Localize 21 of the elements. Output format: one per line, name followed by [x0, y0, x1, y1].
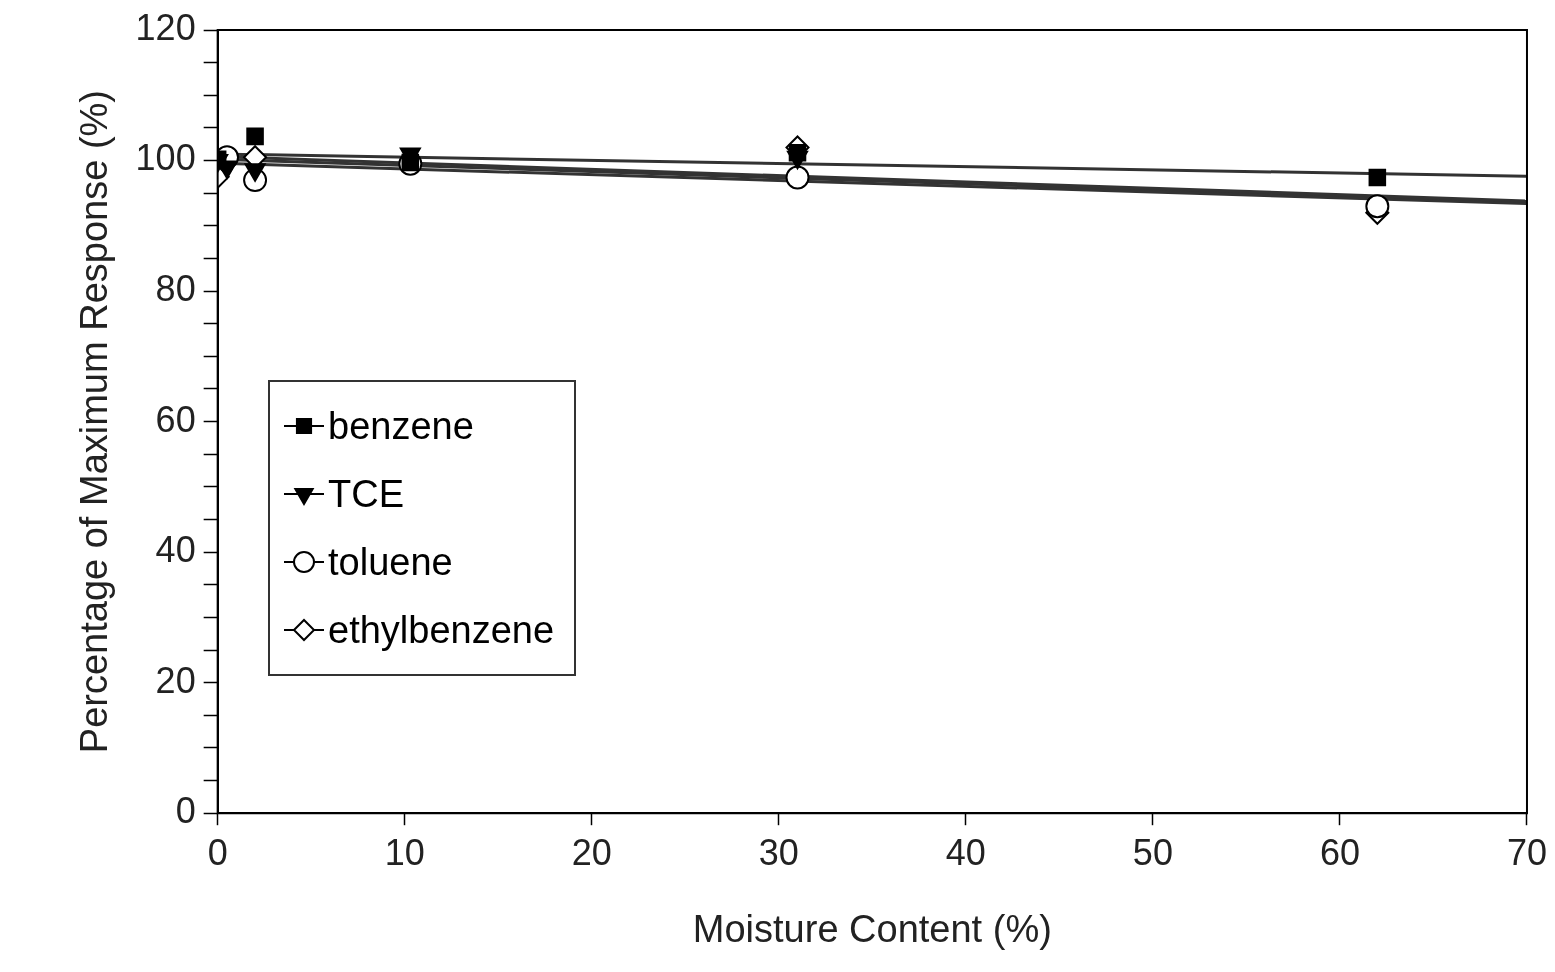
y-tick-label: 40	[155, 529, 196, 571]
x-tick-label: 20	[571, 831, 612, 873]
y-tick-label: 60	[155, 398, 196, 440]
y-tick-label: 120	[135, 6, 196, 48]
x-tick-label: 0	[207, 831, 228, 873]
x-axis-title: Moisture Content (%)	[692, 907, 1052, 950]
x-tick-label: 70	[1506, 831, 1547, 873]
y-tick-label: 20	[155, 659, 196, 701]
legend-label: ethylbenzene	[328, 608, 555, 652]
y-tick-label: 80	[155, 267, 196, 309]
x-tick-label: 30	[758, 831, 799, 873]
legend-label: TCE	[328, 472, 404, 516]
x-tick-label: 40	[945, 831, 986, 873]
x-tick-label: 60	[1319, 831, 1360, 873]
x-tick-label: 10	[384, 831, 425, 873]
legend-label: benzene	[328, 404, 474, 448]
y-tick-label: 100	[135, 137, 196, 179]
x-tick-label: 50	[1132, 831, 1173, 873]
y-tick-label: 0	[175, 790, 196, 832]
legend-label: toluene	[328, 540, 453, 584]
y-axis-title: Percentage of Maximum Response (%)	[73, 90, 116, 754]
